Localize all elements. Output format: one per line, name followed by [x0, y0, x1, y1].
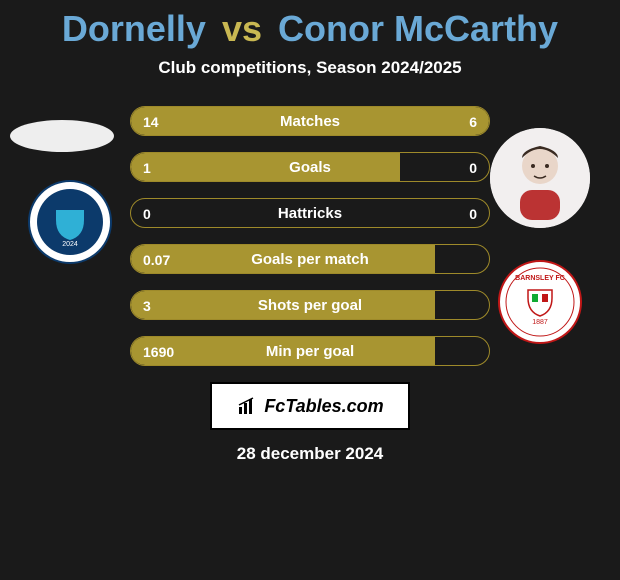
brand-box: FcTables.com — [210, 382, 410, 430]
stat-value-right: 0 — [469, 199, 477, 227]
title-vs: vs — [222, 8, 262, 49]
svg-text:1887: 1887 — [532, 319, 548, 326]
stat-value-right: 6 — [469, 107, 477, 135]
stat-value-left: 0 — [143, 199, 151, 227]
stat-label: Hattricks — [131, 199, 489, 227]
stat-label: Matches — [131, 107, 489, 135]
svg-text:BARNSLEY FC: BARNSLEY FC — [515, 275, 565, 282]
subtitle: Club competitions, Season 2024/2025 — [0, 58, 620, 78]
stat-label: Min per goal — [131, 337, 489, 365]
stat-row: Goals per match0.07 — [130, 244, 490, 274]
title-player2: Conor McCarthy — [278, 8, 558, 49]
brand-logo-icon — [236, 395, 258, 417]
date-label: 28 december 2024 — [0, 444, 620, 464]
stat-row: Min per goal1690 — [130, 336, 490, 366]
stat-value-left: 3 — [143, 291, 151, 319]
stat-row: Shots per goal3 — [130, 290, 490, 320]
stat-row: Hattricks0 0 — [130, 198, 490, 228]
stat-row: Matches14 6 — [130, 106, 490, 136]
stat-label: Goals — [131, 153, 489, 181]
brand-text: FcTables.com — [264, 396, 383, 417]
player1-club-badge: 2024 — [28, 180, 112, 264]
stat-value-left: 0.07 — [143, 245, 170, 273]
stat-value-right: 0 — [469, 153, 477, 181]
player1-photo — [10, 120, 114, 152]
stats-container: Matches146Goals10Hattricks00Goals per ma… — [130, 106, 490, 366]
stat-label: Goals per match — [131, 245, 489, 273]
stat-label: Shots per goal — [131, 291, 489, 319]
title-player1: Dornelly — [62, 8, 206, 49]
svg-text:2024: 2024 — [62, 241, 78, 248]
stat-value-left: 14 — [143, 107, 159, 135]
player2-club-badge: BARNSLEY FC 1887 — [498, 260, 582, 344]
stat-row: Goals1 0 — [130, 152, 490, 182]
player2-photo — [490, 128, 590, 228]
stat-value-left: 1 — [143, 153, 151, 181]
page-title: Dornelly vs Conor McCarthy — [0, 0, 620, 50]
stat-value-left: 1690 — [143, 337, 174, 365]
